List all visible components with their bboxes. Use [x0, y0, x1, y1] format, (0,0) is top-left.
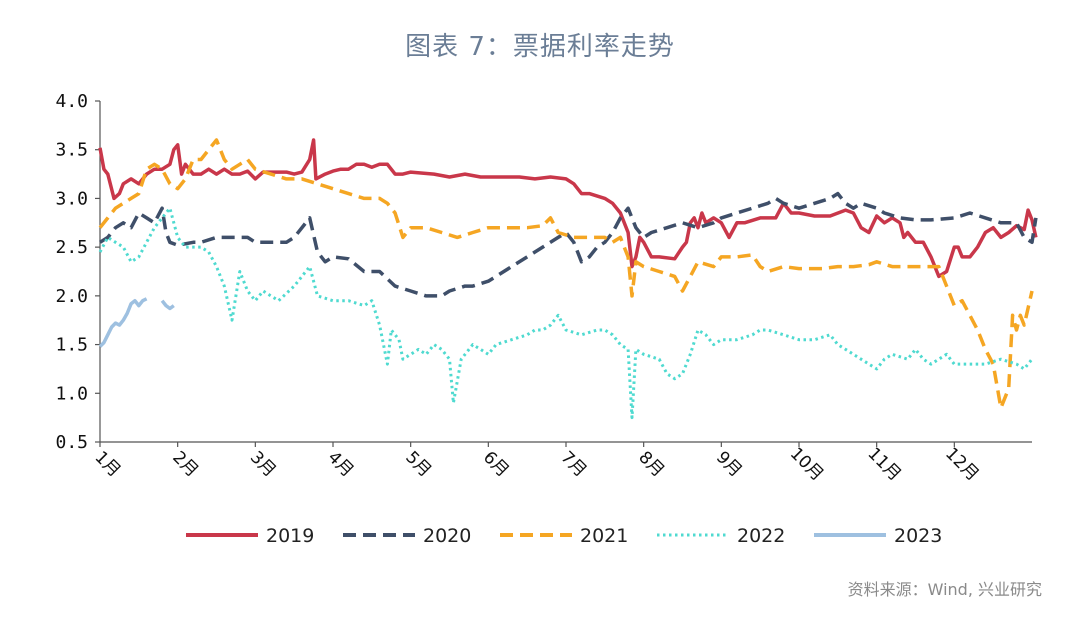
y-tick-label: 0.5: [55, 432, 88, 453]
series-line-2023: [160, 299, 175, 311]
source-note: 资料来源：Wind, 兴业研究: [847, 580, 1042, 599]
x-tick-label: 8月: [634, 448, 668, 482]
x-ticks: 1月 2月 3月 4月 5月 6月 7月 8月 9月 10月 11月 12月: [91, 442, 983, 485]
x-tick-label: 12月: [941, 444, 982, 485]
y-tick-label: 3.5: [55, 140, 88, 161]
x-tick-label: 1月: [91, 448, 125, 482]
x-tick-label: 6月: [479, 448, 513, 482]
x-tick-label: 5月: [401, 448, 435, 482]
series-line-2020: [99, 191, 1038, 298]
legend-label-2019: 2019: [266, 525, 314, 547]
x-tick-label: 2月: [168, 448, 202, 482]
legend-label-2022: 2022: [737, 525, 785, 547]
legend-label-2023: 2023: [894, 525, 942, 547]
x-tick-label: 3月: [246, 448, 280, 482]
x-tick-label: 11月: [863, 444, 904, 485]
series-lines: [98, 138, 1038, 420]
y-tick-label: 1.5: [55, 335, 88, 356]
legend-label-2020: 2020: [423, 525, 471, 547]
y-tick-label: 4.0: [55, 91, 88, 112]
legend: 2019 2020 2021 2022 2023: [186, 525, 942, 547]
x-tick-label: 9月: [712, 448, 746, 482]
y-tick-label: 1.0: [55, 383, 88, 404]
y-tick-label: 2.0: [55, 286, 88, 307]
x-tick-label: 10月: [786, 444, 827, 485]
x-tick-label: 7月: [557, 448, 591, 482]
legend-label-2021: 2021: [580, 525, 628, 547]
y-ticks: 4.0 3.5 3.0 2.5 2.0 1.5 1.0 0.5: [55, 91, 100, 453]
series-line-2021: [98, 138, 1034, 410]
chart-title: 图表 7：票据利率走势: [405, 32, 675, 62]
x-tick-label: 4月: [324, 448, 358, 482]
y-tick-label: 2.5: [55, 237, 88, 258]
y-tick-label: 3.0: [55, 188, 88, 209]
series-line-2019: [98, 138, 1038, 279]
series-line-2022: [98, 206, 1034, 420]
series-line-2023: [98, 297, 148, 348]
